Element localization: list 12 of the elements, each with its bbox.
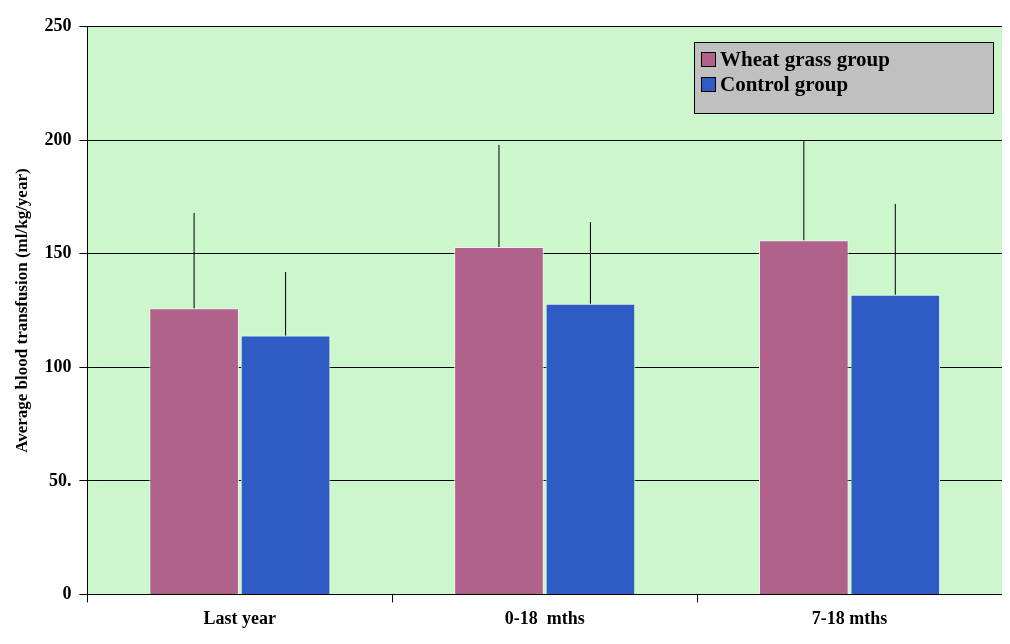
y-tick-label: 150 [44,242,72,263]
x-tick-label: 7-18 mths [811,607,888,628]
y-axis-title: Average blood transfusion (ml/kg/year) [11,168,31,453]
legend-label: Control group [720,72,849,97]
y-tick-label: 100 [44,356,72,377]
legend-label: Wheat grass group [720,47,890,72]
x-tick-label: 0-18 mths [504,607,585,628]
y-tick-label: 50. [48,469,72,490]
y-tick-label: 200 [44,128,72,149]
y-tick-label: 0 [62,583,72,604]
x-tick-label: Last year [203,607,277,628]
y-tick-label: 250 [44,15,72,36]
